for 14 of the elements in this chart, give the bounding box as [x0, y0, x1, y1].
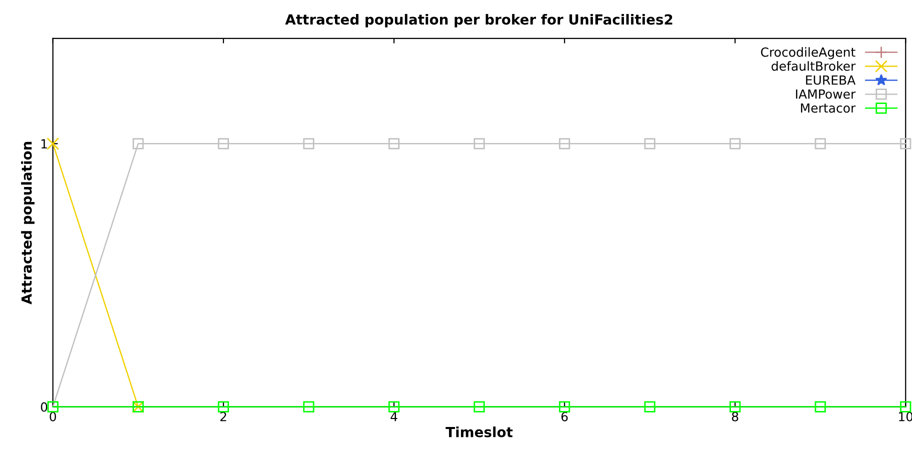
legend-label: IAMPower — [796, 89, 856, 99]
legend-label: Mertacor — [801, 103, 856, 113]
chart-title: Attracted population per broker for UniFacilities2 — [285, 14, 672, 28]
x-tick-label: 0 — [50, 412, 56, 422]
legend-label: EUREBA — [806, 76, 856, 85]
y-tick-label: 1 — [41, 139, 47, 148]
x-tick-label: 4 — [390, 412, 398, 422]
x-tick-label: 6 — [561, 412, 568, 422]
legend-label: CrocodileAgent — [760, 47, 856, 60]
legend-label: defaultBroker — [772, 61, 856, 71]
x-axis-title: Timeslot — [446, 426, 513, 438]
y-axis-title: Attracted population — [21, 142, 35, 304]
x-tick-label: 2 — [220, 412, 226, 422]
x-tick-label: 8 — [732, 412, 738, 422]
